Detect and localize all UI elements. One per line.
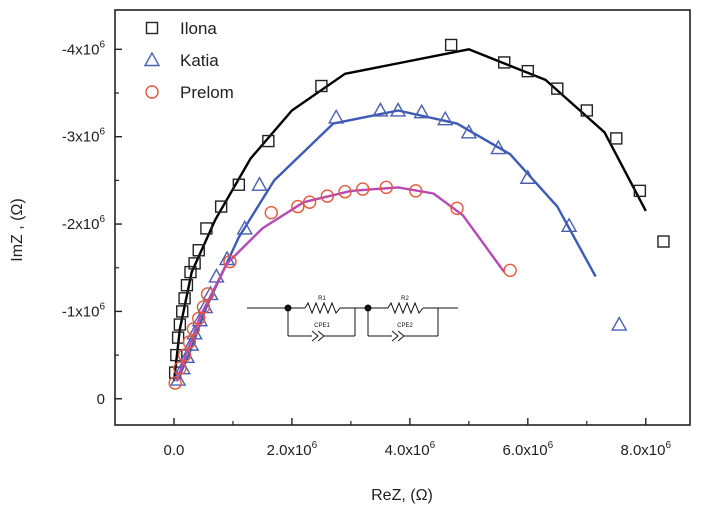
plot-frame [114,9,691,426]
cpe2-symbol [391,330,399,342]
data-point-prelom [168,376,182,390]
x-tick-label: 6.0x106 [503,440,554,459]
legend-marker-prelom [145,85,159,99]
data-point-prelom [379,180,393,195]
y-axis: 0 -1x106 -2x106 -3x106 -4x106 [62,39,122,408]
data-point-prelom [200,287,215,301]
x-tick-label: 4.0x106 [385,440,436,459]
data-point-ilona [315,79,328,93]
data-point-katia [372,102,389,117]
legend-label-prelom: Prelom [180,83,234,102]
y-axis-title: ImZ , (Ω) [9,198,26,262]
data-point-ilona [444,38,458,52]
data-point-ilona [633,184,647,198]
data-point-katia [611,316,628,331]
cpe2-symbol [397,330,405,342]
legend: Ilona Katia Prelom [143,19,234,102]
data-point-ilona [521,64,535,78]
data-point-ilona [176,305,189,318]
data-point-prelom [196,300,211,314]
fit-line-katia [175,109,597,382]
data-point-katia [251,176,268,191]
data-point-prelom [223,254,237,269]
y-tick-label: -2x106 [62,214,106,233]
data-point-katia [389,102,407,117]
circuit-label-cpe2: CPE2 [397,323,413,329]
x-axis-title: ReZ, (Ω) [371,487,433,504]
data-point-ilona [200,222,213,235]
data-point-prelom [409,184,423,198]
data-point-ilona [188,257,201,270]
data-point-katia [327,109,345,124]
data-point-prelom [450,201,464,216]
data-point-ilona [171,331,185,344]
data-point-ilona [184,265,197,279]
data-point-prelom [338,185,352,199]
data-point-prelom [302,195,317,209]
x-tick-label: 0.0 [164,442,185,459]
data-point-prelom [182,335,197,349]
data-point-ilona [192,244,205,257]
data-point-ilona [262,134,275,148]
data-point-katia [437,110,454,126]
data-point-prelom [192,311,206,326]
plot-area-border [114,9,691,426]
data-point-katia [413,103,430,119]
data-point-katia [490,139,507,155]
data-point-ilona [178,292,191,305]
resistor-r1 [304,301,341,315]
legend-label-katia: Katia [180,51,219,70]
y-tick-label: -3x106 [62,127,106,146]
data-point-prelom [264,205,278,220]
legend-marker-katia [143,51,161,67]
series-katia [169,102,628,386]
legend-label-ilona: Ilona [180,19,217,38]
fit-line-ilona [172,48,647,382]
data-point-ilona [173,318,187,331]
cpe1-symbol [311,330,319,342]
circuit-label-r2: R2 [401,296,409,302]
data-point-prelom [503,263,517,278]
data-point-katia [560,217,578,233]
x-tick-label: 8.0x106 [620,440,671,459]
circuit-label-cpe1: CPE1 [314,323,330,329]
data-point-prelom [186,322,201,336]
data-point-ilona [214,200,228,213]
data-point-ilona [580,104,593,117]
circuit-label-r1: R1 [318,296,326,302]
y-tick-label: -4x106 [62,39,106,58]
x-axis: 0.0 2.0x106 4.0x106 6.0x106 8.0x106 [164,418,672,459]
legend-marker-ilona [145,21,159,35]
data-point-prelom [355,182,370,196]
data-point-prelom [320,189,335,203]
equivalent-circuit [247,301,458,342]
data-point-prelom [177,348,192,362]
resistor-r2 [387,301,424,315]
data-point-ilona [232,178,246,191]
data-point-prelom [291,199,305,214]
data-point-katia [191,311,209,327]
data-point-ilona [170,348,183,362]
cpe1-symbol [317,330,325,342]
data-point-ilona [180,279,194,292]
series-ilona [168,38,670,382]
data-point-ilona [498,56,511,69]
data-point-katia [519,169,537,184]
x-tick-label: 2.0x106 [267,440,318,459]
data-point-katia [460,123,478,139]
data-point-katia [169,371,187,386]
fit-line-prelom [175,186,506,382]
data-point-prelom [173,361,187,375]
series-prelom [168,180,517,390]
y-tick-label: -1x106 [62,301,106,320]
y-tick-label: 0 [97,391,105,408]
series-layer [168,38,670,390]
data-point-katia [236,219,253,235]
data-point-ilona [657,235,670,248]
data-point-ilona [610,132,623,145]
data-point-ilona [551,82,564,95]
